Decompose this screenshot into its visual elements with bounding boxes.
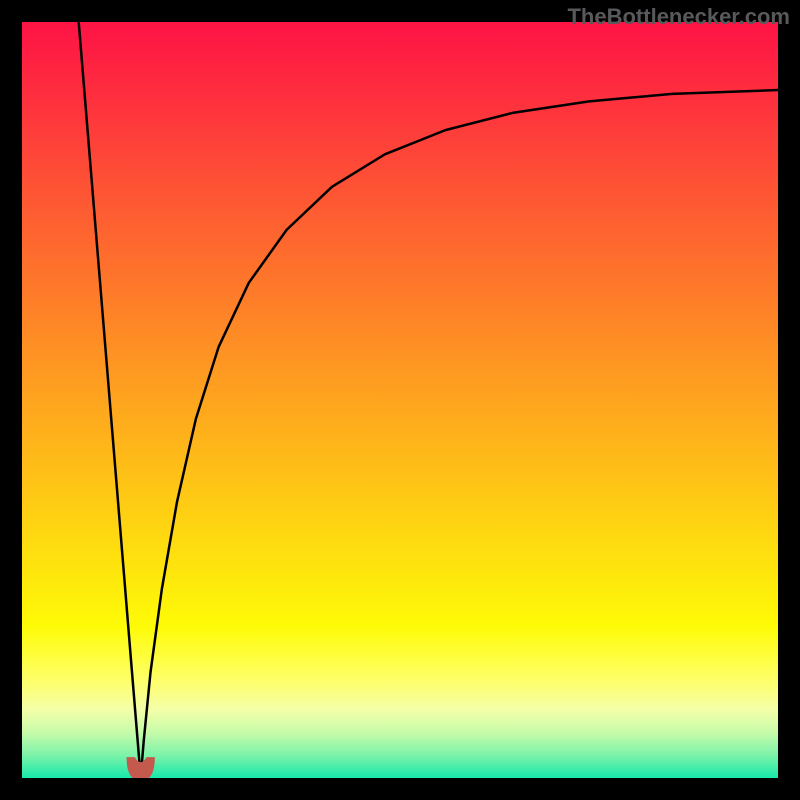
chart-background-gradient xyxy=(22,22,778,778)
chart-svg xyxy=(0,0,800,800)
bottleneck-chart: TheBottlenecker.com xyxy=(0,0,800,800)
watermark-text: TheBottlenecker.com xyxy=(567,4,790,30)
